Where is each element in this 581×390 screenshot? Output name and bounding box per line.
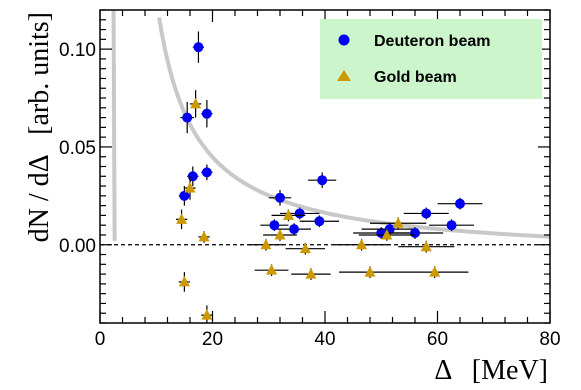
model-curve-right <box>157 17 550 239</box>
gold-point-14 <box>358 228 415 241</box>
x-tick-label: 40 <box>314 329 335 350</box>
gold-point-11 <box>291 268 331 280</box>
deuteron-point-4 <box>201 99 213 128</box>
gold-point-13 <box>339 266 401 279</box>
y-tick-label: 0.10 <box>59 40 96 61</box>
y-tick-label: 0.05 <box>59 138 96 159</box>
deuteron-point-11 <box>308 172 337 189</box>
axis-ticks <box>99 9 551 324</box>
gold-point-9 <box>271 209 306 222</box>
axis-tick-labels: 0 20 40 60 80 0.00 0.05 0.10 <box>59 40 561 350</box>
deuteron-point-17 <box>437 197 483 210</box>
deuteron-point-2 <box>187 166 199 187</box>
gold-point-15 <box>370 217 427 230</box>
legend-label-gold: Gold beam <box>374 69 457 86</box>
legend-label-deuteron: Deuteron beam <box>374 33 490 50</box>
gold-point-3 <box>190 90 202 118</box>
gold-point-16 <box>398 240 455 253</box>
deuteron-point-7 <box>268 189 292 206</box>
deuteron-point-3 <box>192 31 205 63</box>
deuteron-point-1 <box>180 101 194 134</box>
deuteron-point-10 <box>299 215 340 228</box>
gold-point-7 <box>254 264 289 277</box>
model-curve-left <box>111 10 117 241</box>
gold-point-8 <box>263 228 297 241</box>
y-tick-label: 0.00 <box>59 236 96 257</box>
deuteron-point-5 <box>201 164 213 181</box>
gold-point-12 <box>333 238 390 251</box>
gold-point-6 <box>249 238 283 251</box>
gold-point-0 <box>175 209 188 230</box>
deuteron-point-16 <box>429 219 475 232</box>
gold-point-5 <box>201 305 213 323</box>
gold-point-10 <box>285 242 325 255</box>
gold-point-2 <box>184 176 196 200</box>
gold-point-1 <box>178 272 190 292</box>
x-tick-label: 0 <box>95 329 106 350</box>
legend-background <box>320 19 542 99</box>
data-points-layer <box>175 31 483 323</box>
deuteron-point-8 <box>277 223 311 235</box>
x-tick-label: 60 <box>427 329 448 350</box>
y-axis-title: dN / dΔ [arb. units] <box>24 12 55 242</box>
x-tick-label: 80 <box>539 329 560 350</box>
legend-marker-deuteron <box>338 34 350 46</box>
gold-point-4 <box>198 230 210 243</box>
deuteron-point-0 <box>178 186 190 206</box>
deuteron-point-6 <box>260 219 289 232</box>
deuteron-point-15 <box>403 207 449 220</box>
legend: Deuteron beam Gold beam <box>320 19 542 99</box>
legend-marker-gold <box>337 70 351 81</box>
x-axis-title: Δ [MeV] <box>434 355 548 386</box>
x-tick-label: 20 <box>202 329 223 350</box>
model-curve-layer <box>111 10 550 241</box>
gold-point-17 <box>400 266 469 279</box>
